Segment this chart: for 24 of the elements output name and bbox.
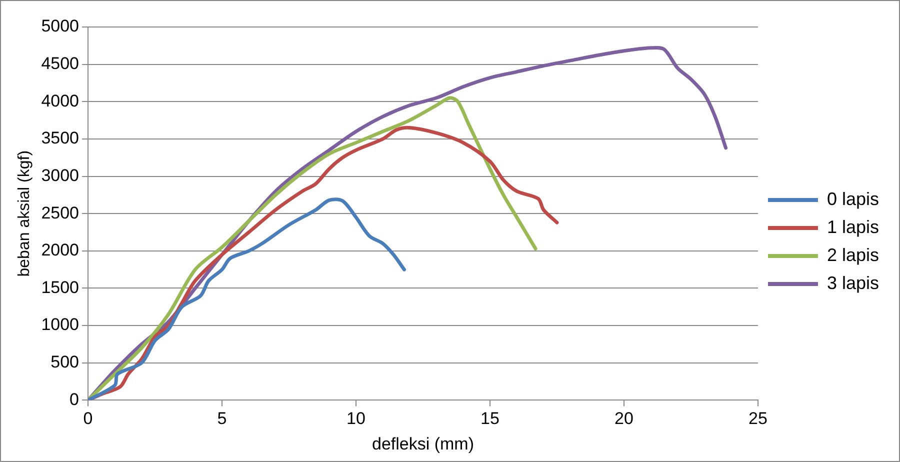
y-tick-label: 4500	[41, 54, 80, 74]
y-tick-label: 1000	[41, 315, 80, 334]
x-tick-label: 15	[480, 409, 500, 428]
line-series	[88, 198, 406, 400]
y-tick-label: 5000	[41, 16, 80, 36]
legend-label: 0 lapis	[826, 188, 879, 209]
x-tick-label: 25	[748, 409, 768, 428]
x-axis-title: defleksi (mm)	[372, 434, 474, 454]
y-tick-label: 500	[50, 352, 80, 372]
legend-label: 3 lapis	[826, 272, 879, 293]
x-tick-label: 5	[217, 409, 227, 428]
y-tick-label: 3500	[41, 128, 80, 148]
legend-label: 1 lapis	[826, 216, 879, 237]
y-tick-label: 2500	[41, 203, 80, 222]
y-axis-title: beban aksial (kgf)	[16, 150, 34, 277]
legend-label: 2 lapis	[826, 244, 879, 265]
y-tick-label: 1500	[41, 278, 80, 297]
x-tick-label: 20	[614, 409, 634, 428]
x-tick-label: 10	[346, 409, 366, 428]
y-tick-label: 0	[70, 390, 80, 409]
x-tick-label: 0	[83, 409, 93, 428]
y-tick-label: 2000	[41, 240, 80, 260]
y-tick-label: 4000	[41, 91, 80, 110]
y-tick-label: 3000	[41, 166, 80, 185]
